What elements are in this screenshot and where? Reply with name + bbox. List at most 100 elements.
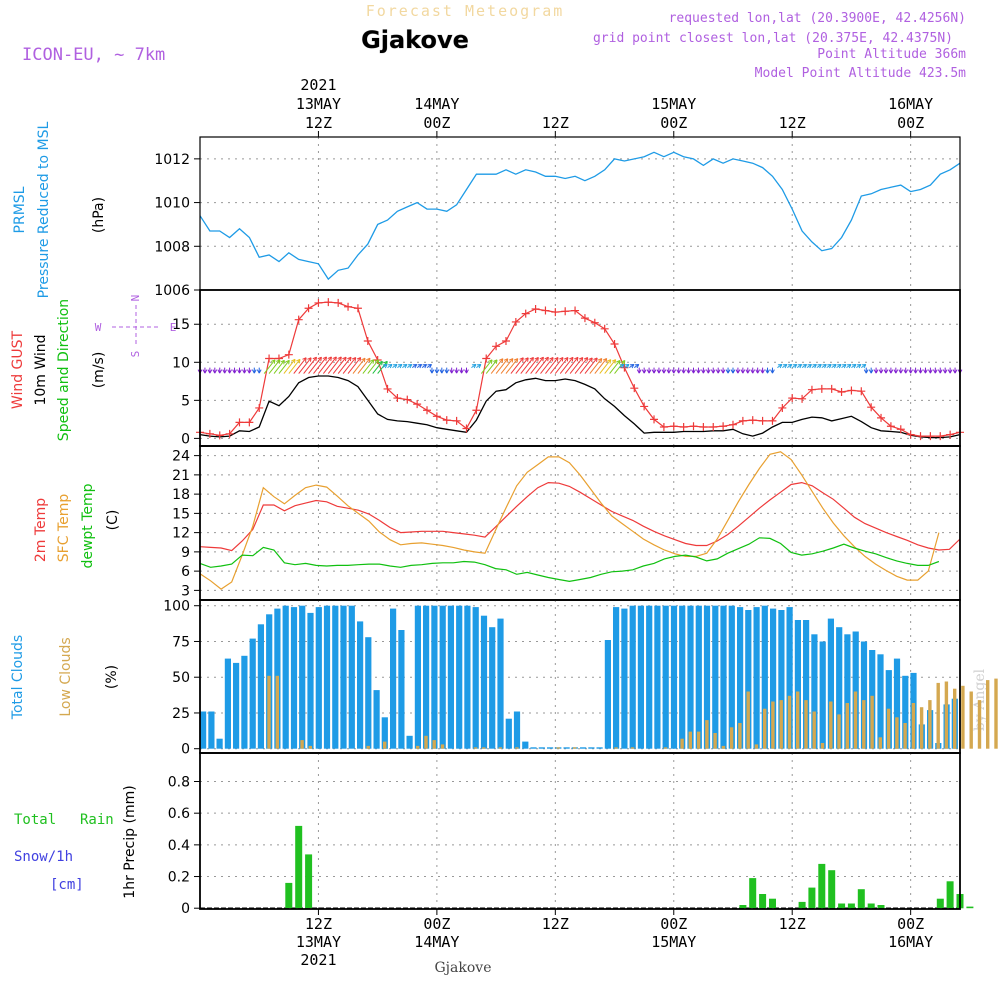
wind-arrowhead: [513, 358, 519, 363]
panel-5: 0 0.2 0.4 0.6 0.8: [168, 752, 974, 917]
gust-marker: [294, 315, 303, 324]
wind-arrow: [372, 361, 383, 374]
top-time-label: 12Z: [542, 114, 569, 132]
gust-marker: [650, 415, 659, 424]
wind-arrowhead: [383, 363, 388, 369]
ms-label: (m/s): [91, 352, 107, 389]
total-clouds-bar: [811, 634, 818, 749]
total-clouds-bar: [753, 607, 760, 749]
wind-arrowhead: [251, 369, 257, 374]
low-clouds-bar: [705, 720, 709, 749]
wind-arrow: [298, 357, 312, 374]
low-clouds-bar: [416, 745, 420, 749]
wind-arrow: [564, 357, 579, 374]
wind-arrowhead: [232, 369, 237, 374]
top-time-label: 00Z: [660, 114, 687, 132]
low-clouds-bar: [928, 700, 932, 749]
wind-arrowhead: [503, 358, 509, 363]
total-clouds-bar: [877, 654, 884, 749]
top-time-label: 15MAY: [651, 95, 696, 113]
total-clouds-bar: [530, 747, 537, 749]
wind-arrow: [342, 357, 357, 374]
y-tick-label: 1010: [154, 196, 190, 212]
wind-arrowhead: [369, 359, 375, 364]
wind-arrowhead: [471, 363, 477, 369]
pressure-msl-label: Pressure Reduced to MSL: [36, 121, 52, 298]
gust-marker: [916, 432, 925, 441]
total-clouds-bar: [365, 637, 372, 749]
top-time-label: 14MAY: [414, 95, 459, 113]
low-clouds-bar: [688, 731, 692, 749]
total-clouds-bar: [778, 610, 785, 749]
y-tick-label: 3: [181, 583, 190, 599]
low-clouds-bar: [432, 740, 436, 749]
total-clouds-bar: [348, 605, 355, 749]
wind-arrow: [510, 357, 524, 374]
wind-speed-line: [199, 375, 961, 439]
total-clouds-bar: [307, 612, 314, 749]
wind-arrow: [500, 358, 514, 374]
total-clouds-bar: [580, 747, 587, 749]
low-clouds-label: Low Clouds: [58, 637, 74, 716]
total-clouds-bar: [233, 662, 240, 749]
gust-marker: [817, 384, 826, 393]
gust-marker: [640, 402, 649, 411]
wind-arrow: [505, 358, 519, 374]
total-clouds-bar: [381, 717, 388, 749]
low-clouds-bar: [903, 723, 907, 749]
wind-arrowhead: [332, 356, 337, 362]
wind-arrowhead: [296, 358, 301, 364]
wind-arrowhead: [351, 357, 357, 362]
celsius-label: (C): [105, 510, 121, 531]
gust-marker: [413, 400, 422, 409]
wind-arrowhead: [222, 369, 228, 374]
total-clouds-bar: [786, 607, 793, 749]
low-clouds-bar: [862, 700, 866, 749]
y-tick-label: 50: [172, 670, 190, 686]
low-clouds-bar: [383, 741, 387, 749]
low-clouds-bar: [267, 675, 271, 749]
wind-arrowhead: [661, 369, 667, 374]
gust-marker: [867, 403, 876, 412]
y-tick-label: 15: [172, 317, 190, 333]
y-tick-label: 9: [181, 545, 190, 561]
gust-marker: [215, 431, 224, 440]
total-clouds-label: Total Clouds: [10, 635, 26, 720]
wind-arrowhead: [275, 359, 281, 364]
credit-watermark: by Angel: [972, 668, 988, 731]
low-clouds-bar: [746, 691, 750, 749]
wind-arrow: [594, 358, 608, 374]
cm-label: [cm]: [50, 877, 84, 893]
wind-arrow: [293, 357, 307, 374]
wind-arrowhead: [868, 369, 874, 374]
wind-arrowhead: [817, 363, 822, 369]
wind-arrow: [357, 357, 371, 374]
y-tick-label: 1012: [154, 152, 190, 168]
compass-north: N: [129, 295, 142, 302]
total-clouds-bar: [241, 655, 248, 749]
wind-arrowhead: [407, 363, 413, 369]
gust-marker: [728, 420, 737, 429]
wind-arrowhead: [578, 357, 584, 362]
wind-arrowhead: [903, 369, 909, 374]
wind-arrowhead: [207, 369, 213, 374]
info-line-1: requested lon,lat (20.3900E, 42.4256N): [669, 11, 966, 26]
wind-arrow: [545, 357, 559, 374]
y-tick-label: 10: [172, 355, 190, 371]
precip-bar: [838, 903, 846, 909]
panel-3: 3 6 9 12 15 18 21 24: [172, 445, 961, 601]
wind-arrow: [530, 356, 544, 374]
wind-arrowhead: [202, 369, 208, 374]
wind-arrowhead: [429, 369, 435, 374]
total-clouds-bar: [398, 630, 405, 749]
low-clouds-bar: [573, 747, 577, 749]
bottom-time-label: 00Z: [660, 915, 687, 933]
wind-arrowhead: [593, 357, 598, 362]
wind-arrowhead: [597, 357, 603, 363]
y-tick-label: 0.6: [168, 806, 190, 822]
wind-arrow: [604, 359, 617, 374]
precip-bar: [769, 898, 776, 909]
wind-arrowhead: [932, 369, 938, 374]
total-clouds-bar: [200, 711, 207, 749]
wind-arrowhead: [242, 369, 247, 374]
